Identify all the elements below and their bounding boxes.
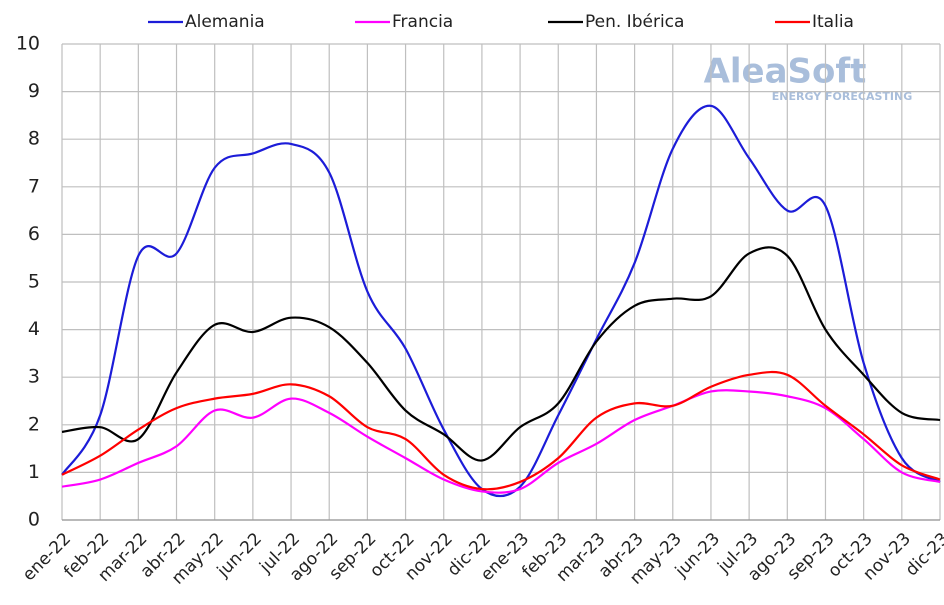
x-tick-label: ene-22 (19, 529, 75, 585)
y-tick-label: 3 (28, 366, 40, 388)
watermark-tagline: ENERGY FORECASTING (772, 90, 912, 103)
legend-label: Italia (812, 12, 854, 32)
series-line (61, 246, 941, 462)
y-tick-label: 5 (28, 271, 40, 293)
y-tick-label: 2 (28, 413, 40, 435)
legend-label: Francia (392, 12, 453, 32)
series-line (61, 370, 941, 491)
y-tick-label: 8 (28, 128, 40, 150)
y-tick-label: 7 (28, 175, 40, 197)
y-tick-label: 10 (16, 33, 40, 55)
series-line (61, 389, 941, 494)
legend-label: Pen. Ibérica (585, 12, 684, 32)
watermark-brand: AleaSoft (704, 52, 867, 92)
y-tick-label: 0 (28, 509, 40, 531)
legend-label: Alemania (185, 12, 265, 32)
y-tick-label: 4 (28, 318, 40, 340)
y-tick-label: 9 (28, 80, 40, 102)
y-tick-label: 1 (28, 461, 40, 483)
series-line (61, 104, 941, 498)
y-tick-label: 6 (28, 223, 40, 245)
